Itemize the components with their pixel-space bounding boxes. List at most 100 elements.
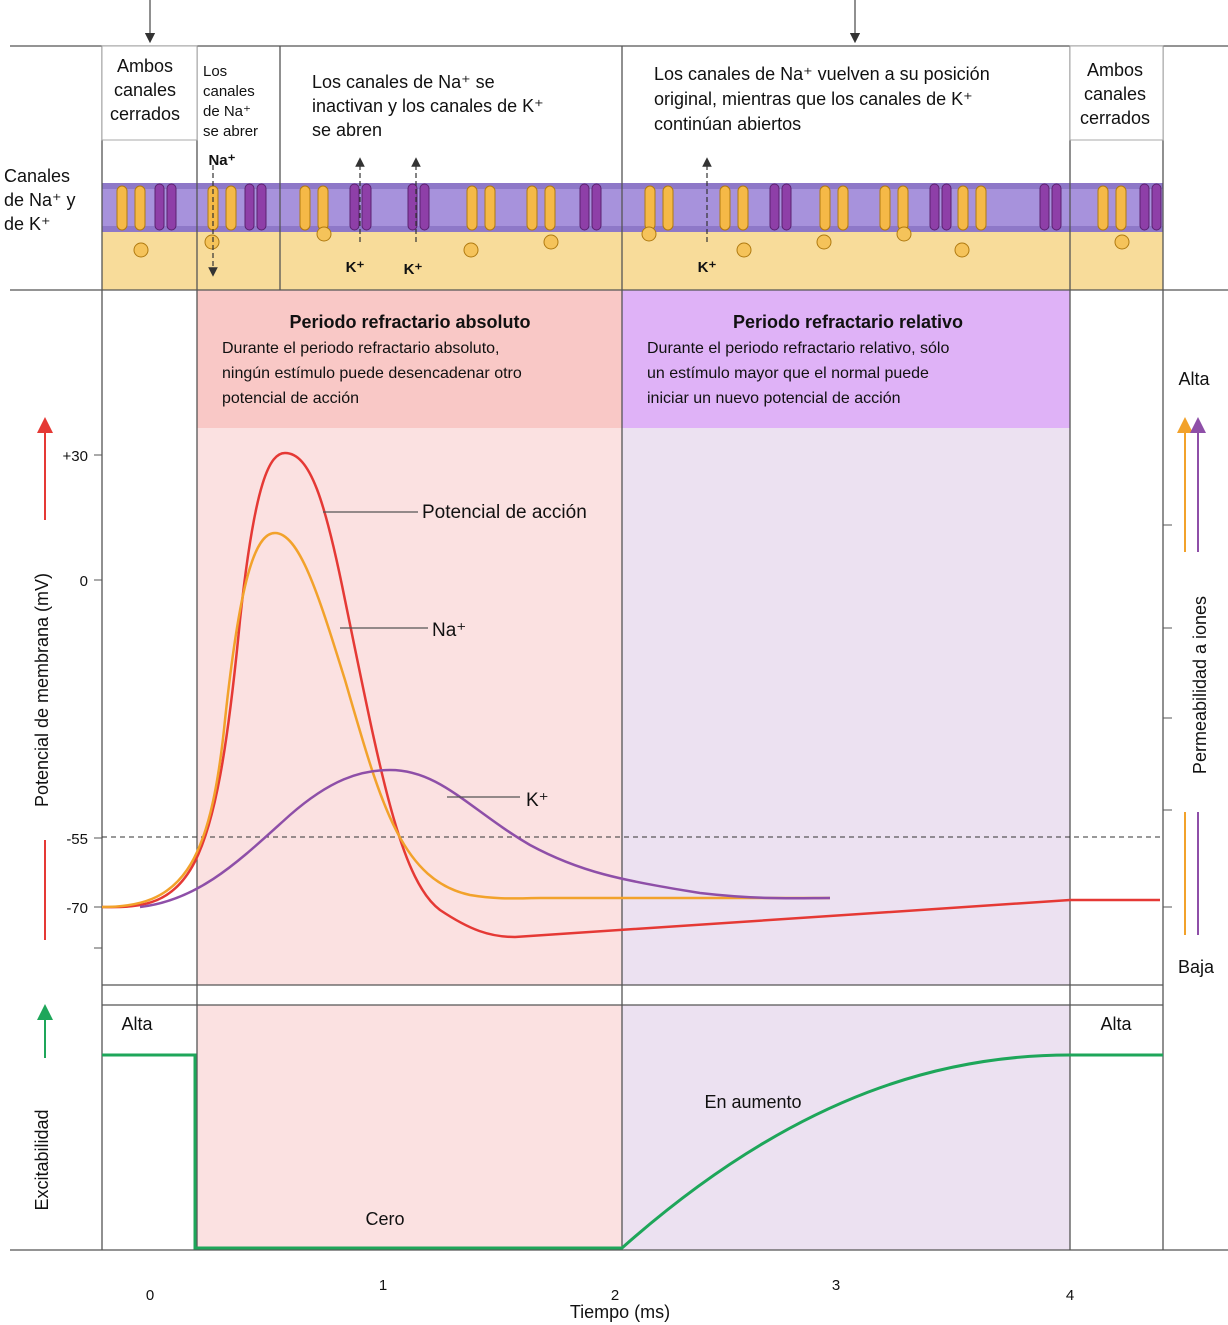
k-channel: [770, 184, 779, 230]
na-channel: [820, 186, 830, 230]
relative-header: [622, 290, 1070, 428]
k-channel: [1040, 184, 1049, 230]
label: -70: [66, 900, 88, 917]
k-channel: [1052, 184, 1061, 230]
label: Alta: [1178, 369, 1210, 389]
gate: [817, 235, 831, 249]
label: un estímulo mayor que el normal puede: [647, 365, 929, 382]
label: Alta: [121, 1014, 153, 1034]
gate: [317, 227, 331, 241]
k-channel: [1140, 184, 1149, 230]
na-channel: [545, 186, 555, 230]
relative-panel-bottom: [622, 1005, 1070, 1250]
gate: [897, 227, 911, 241]
k-channel: [167, 184, 176, 230]
label: Canales: [4, 166, 70, 186]
label: 4: [1066, 1287, 1074, 1304]
label: iniciar un nuevo potencial de acción: [647, 390, 901, 407]
k-channel: [580, 184, 589, 230]
label: Permeabilidad a iones: [1190, 596, 1210, 774]
gate: [205, 235, 219, 249]
label: 0: [146, 1287, 154, 1304]
label: K⁺: [346, 259, 365, 276]
label: de Na⁺ y: [4, 190, 76, 210]
label: 0: [80, 573, 88, 590]
label: se abrer: [203, 123, 258, 140]
label: 1: [379, 1277, 387, 1294]
k-channel: [155, 184, 164, 230]
na-channel: [300, 186, 310, 230]
absolute-header: [197, 290, 622, 428]
label: Los: [203, 63, 227, 80]
label: se abren: [312, 120, 382, 140]
gate: [1115, 235, 1129, 249]
na-channel: [645, 186, 655, 230]
gate: [544, 235, 558, 249]
label: Los canales de Na⁺ se: [312, 72, 495, 92]
label: En aumento: [704, 1092, 801, 1112]
label: Durante el periodo refractario relativo,…: [647, 340, 949, 357]
label: canales: [1084, 84, 1146, 104]
na-channel: [898, 186, 908, 230]
k-channel: [245, 184, 254, 230]
label: original, mientras que los canales de K⁺: [654, 89, 973, 109]
label: Durante el periodo refractario absoluto,: [222, 340, 500, 357]
na-channel: [976, 186, 986, 230]
label: cerrados: [110, 104, 180, 124]
label: Ambos: [117, 56, 173, 76]
na-channel: [467, 186, 477, 230]
na-channel: [880, 186, 890, 230]
label: +30: [63, 448, 88, 465]
label: Excitabilidad: [32, 1109, 52, 1210]
label: potencial de acción: [222, 390, 359, 407]
gate: [737, 243, 751, 257]
na-channel: [663, 186, 673, 230]
k-channel: [257, 184, 266, 230]
gate: [642, 227, 656, 241]
gate: [134, 243, 148, 257]
label: canales: [203, 83, 255, 100]
label: K⁺: [526, 790, 549, 811]
label: ningún estímulo puede desencadenar otro: [222, 365, 522, 382]
label: K⁺: [404, 261, 423, 278]
label: Alta: [1100, 1014, 1132, 1034]
k-channel: [362, 184, 371, 230]
na-channel: [1098, 186, 1108, 230]
label: Baja: [1178, 957, 1215, 977]
na-channel: [318, 186, 328, 230]
label: Potencial de membrana (mV): [32, 573, 52, 807]
k-channel: [930, 184, 939, 230]
na-channel: [117, 186, 127, 230]
na-channel: [135, 186, 145, 230]
k-channel: [592, 184, 601, 230]
na-channel: [720, 186, 730, 230]
gate: [464, 243, 478, 257]
label: Na⁺: [432, 620, 466, 641]
na-channel: [226, 186, 236, 230]
k-channel: [1152, 184, 1161, 230]
label: Los canales de Na⁺ vuelven a su posición: [654, 64, 990, 84]
gate: [955, 243, 969, 257]
label: canales: [114, 80, 176, 100]
na-channel: [527, 186, 537, 230]
label: Na⁺: [208, 152, 235, 169]
label: de K⁺: [4, 214, 51, 234]
k-channel: [350, 184, 359, 230]
label: Periodo refractario relativo: [733, 312, 963, 332]
na-channel: [1116, 186, 1126, 230]
na-channel: [485, 186, 495, 230]
label: de Na⁺: [203, 103, 251, 120]
label: K⁺: [698, 259, 717, 276]
na-channel: [958, 186, 968, 230]
na-channel: [838, 186, 848, 230]
figure: Canales de Na⁺ y de K⁺ Ambos canales cerrados…: [0, 0, 1228, 1325]
label: Ambos: [1087, 60, 1143, 80]
label: 3: [832, 1277, 840, 1294]
na-channel: [738, 186, 748, 230]
label: Cero: [365, 1209, 404, 1229]
label: inactivan y los canales de K⁺: [312, 96, 544, 116]
label: -55: [66, 831, 88, 848]
label: cerrados: [1080, 108, 1150, 128]
k-channel: [942, 184, 951, 230]
absolute-panel-bottom: [197, 1005, 622, 1250]
